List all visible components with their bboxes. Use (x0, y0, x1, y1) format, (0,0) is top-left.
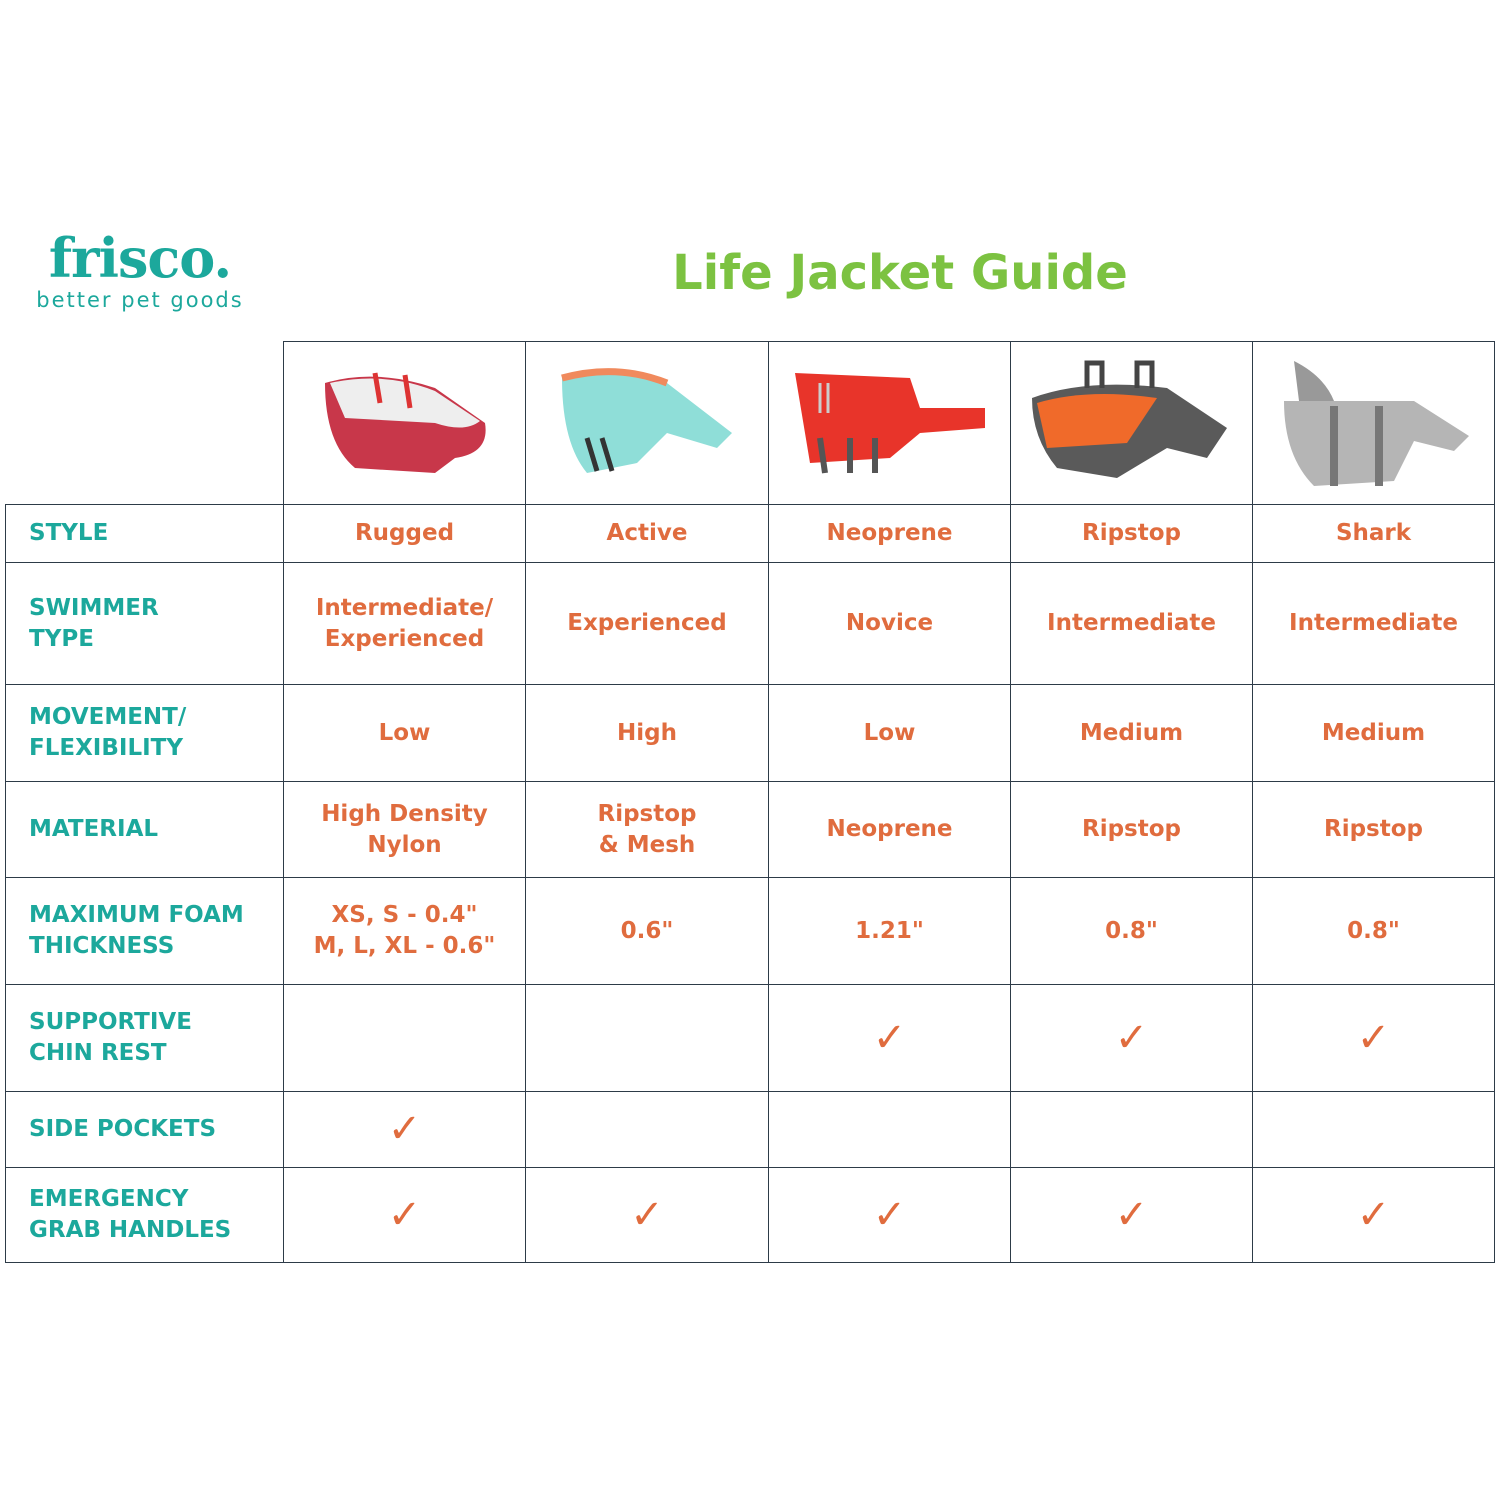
empty-corner (5, 341, 284, 505)
cell-material: Ripstop (1252, 781, 1495, 878)
logo-wordmark: frisco. (48, 226, 232, 290)
check-icon: ✓ (768, 1167, 1011, 1263)
cell-material: Ripstop & Mesh (525, 781, 769, 878)
product-image-active (525, 341, 769, 505)
check-icon: ✓ (283, 1167, 526, 1263)
cell-swimmer-type: Novice (768, 562, 1011, 685)
cell-style: Active (525, 504, 769, 563)
cell-movement: High (525, 684, 769, 782)
check-icon (1252, 1091, 1495, 1168)
check-icon: ✓ (768, 984, 1011, 1092)
cell-foam: XS, S - 0.4" M, L, XL - 0.6" (283, 877, 526, 985)
row-label-style: STYLE (5, 504, 284, 563)
row-foam: MAXIMUM FOAM THICKNESS XS, S - 0.4" M, L… (5, 877, 1495, 985)
check-icon: ✓ (1010, 984, 1253, 1092)
check-icon (1010, 1091, 1253, 1168)
cell-foam: 1.21" (768, 877, 1011, 985)
cell-material: Ripstop (1010, 781, 1253, 878)
page-title: Life Jacket Guide (672, 245, 1128, 301)
product-image-shark (1252, 341, 1495, 505)
check-icon: ✓ (1252, 984, 1495, 1092)
row-label-material: MATERIAL (5, 781, 284, 878)
cell-style: Neoprene (768, 504, 1011, 563)
check-icon (525, 1091, 769, 1168)
check-icon (525, 984, 769, 1092)
row-side-pockets: SIDE POCKETS ✓ (5, 1091, 1495, 1168)
cell-material: Neoprene (768, 781, 1011, 878)
cell-foam: 0.8" (1252, 877, 1495, 985)
row-chin-rest: SUPPORTIVE CHIN REST ✓ ✓ ✓ (5, 984, 1495, 1092)
product-image-ripstop (1010, 341, 1253, 505)
check-icon (768, 1091, 1011, 1168)
cell-swimmer-type: Experienced (525, 562, 769, 685)
cell-movement: Low (283, 684, 526, 782)
row-label-swimmer-type: SWIMMER TYPE (5, 562, 284, 685)
logo-tagline: better pet goods (36, 288, 244, 312)
row-movement: MOVEMENT/ FLEXIBILITY Low High Low Mediu… (5, 684, 1495, 782)
product-image-rugged (283, 341, 526, 505)
row-label-grab-handles: EMERGENCY GRAB HANDLES (5, 1167, 284, 1263)
cell-style: Rugged (283, 504, 526, 563)
cell-material: High Density Nylon (283, 781, 526, 878)
cell-foam: 0.6" (525, 877, 769, 985)
row-material: MATERIAL High Density Nylon Ripstop & Me… (5, 781, 1495, 878)
cell-swimmer-type: Intermediate (1252, 562, 1495, 685)
check-icon: ✓ (283, 1091, 526, 1168)
cell-movement: Medium (1252, 684, 1495, 782)
cell-movement: Low (768, 684, 1011, 782)
check-icon: ✓ (525, 1167, 769, 1263)
row-label-movement: MOVEMENT/ FLEXIBILITY (5, 684, 284, 782)
row-label-foam: MAXIMUM FOAM THICKNESS (5, 877, 284, 985)
check-icon (283, 984, 526, 1092)
product-image-neoprene (768, 341, 1011, 505)
check-icon: ✓ (1010, 1167, 1253, 1263)
cell-style: Ripstop (1010, 504, 1253, 563)
row-style: STYLE Rugged Active Neoprene Ripstop Sha… (5, 504, 1495, 563)
cell-swimmer-type: Intermediate/ Experienced (283, 562, 526, 685)
cell-style: Shark (1252, 504, 1495, 563)
row-label-chin-rest: SUPPORTIVE CHIN REST (5, 984, 284, 1092)
cell-swimmer-type: Intermediate (1010, 562, 1253, 685)
comparison-table: STYLE Rugged Active Neoprene Ripstop Sha… (5, 341, 1495, 1263)
check-icon: ✓ (1252, 1167, 1495, 1263)
row-label-side-pockets: SIDE POCKETS (5, 1091, 284, 1168)
frisco-logo: frisco. better pet goods (20, 228, 260, 312)
cell-foam: 0.8" (1010, 877, 1253, 985)
cell-movement: Medium (1010, 684, 1253, 782)
row-swimmer-type: SWIMMER TYPE Intermediate/ Experienced E… (5, 562, 1495, 685)
image-row (5, 341, 1495, 505)
row-grab-handles: EMERGENCY GRAB HANDLES ✓ ✓ ✓ ✓ ✓ (5, 1167, 1495, 1263)
